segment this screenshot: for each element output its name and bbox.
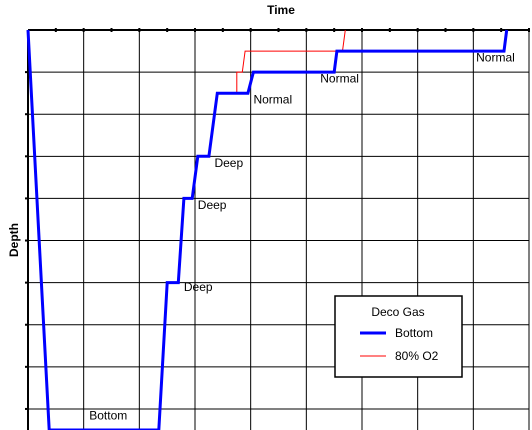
- y-axis-label: Depth: [7, 223, 21, 257]
- annotation-label-0: Bottom: [89, 408, 127, 422]
- axes: [25, 28, 530, 430]
- legend-label-bottom: Bottom: [395, 326, 433, 340]
- annotation-label-2: Deep: [198, 198, 227, 212]
- grid: [28, 30, 530, 430]
- legend-box: [334, 295, 463, 378]
- annotation-label-4: Normal: [253, 93, 292, 107]
- chart-title: Time: [267, 3, 295, 17]
- legend: Deco Gas Bottom 80% O2: [334, 295, 463, 378]
- annotations-layer: Bottom Deep Deep Deep Normal Normal Normal: [89, 51, 515, 423]
- legend-title: Deco Gas: [371, 305, 424, 319]
- annotation-label-1: Deep: [184, 280, 213, 294]
- annotation-label-5: Normal: [320, 72, 359, 86]
- annotation-label-6: Normal: [476, 51, 515, 65]
- series-layer: [26, 29, 509, 430]
- series-line-80-o2: [27, 29, 346, 430]
- annotation-label-3: Deep: [214, 156, 243, 170]
- series-line-bottom: [26, 29, 509, 430]
- legend-label-80-o2: 80% O2: [395, 349, 439, 363]
